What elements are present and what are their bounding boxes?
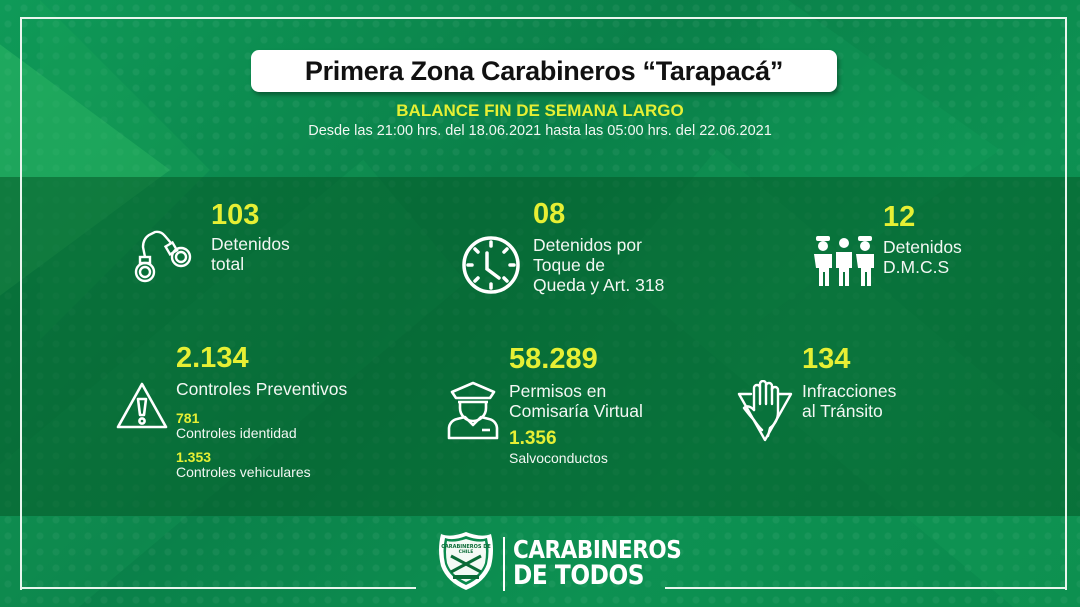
stat-label: Permisos en — [509, 381, 607, 401]
stat-label: Toque de — [533, 255, 606, 276]
sub-stat-value: 1.353 — [176, 449, 212, 466]
stat-dmcs: 12 Detenidos D.M.C.S — [883, 201, 962, 278]
stat-label: Detenidos por — [533, 235, 642, 255]
stat-controles-preventivos: 2.134 Controles Preventivos 781 Controle… — [176, 342, 348, 481]
stat-label: Controles Preventivos — [176, 379, 348, 399]
frame-line — [20, 587, 416, 589]
page-title: Primera Zona Carabineros “Tarapacá” — [304, 55, 784, 86]
stat-infracciones: 134 Infracciones al Tránsito — [802, 343, 897, 422]
stats-band — [0, 177, 1080, 516]
stat-label: al Tránsito — [802, 401, 883, 422]
logo-wordmark: CARABINEROS DE TODOS — [513, 535, 709, 591]
sub-stat-value: 1.356 — [509, 428, 557, 450]
stat-label: Queda y Art. 318 — [533, 275, 665, 296]
stop-hand-icon — [736, 380, 794, 442]
frame-line — [1065, 17, 1067, 590]
stat-label: total — [211, 254, 245, 275]
frame-line — [20, 17, 22, 590]
police-officer-icon — [446, 380, 500, 440]
frame-line — [20, 17, 1067, 19]
logo-divider — [503, 536, 505, 591]
title-banner: Primera Zona Carabineros “Tarapacá” — [251, 50, 837, 92]
stat-value: 58.289 — [509, 343, 598, 375]
clock-icon — [460, 234, 522, 296]
frame-line — [665, 587, 1067, 589]
stat-value: 12 — [883, 201, 916, 233]
police-escort-icon — [812, 234, 876, 288]
sub-stat-label: Controles identidad — [176, 425, 297, 442]
handcuffs-icon — [131, 227, 197, 283]
sub-stat-value: 781 — [176, 410, 200, 427]
carabineros-logo: CARABINEROS DE CHILE CARABINEROS DE TODO… — [437, 530, 709, 597]
stat-toque-queda: 08 Detenidos por Toque de Queda y Art. 3… — [533, 198, 665, 296]
stat-label: Comisaría Virtual — [509, 401, 643, 422]
stat-value: 08 — [533, 198, 566, 230]
sub-stat-label: Controles vehiculares — [176, 464, 311, 481]
stat-label: Detenidos — [883, 237, 962, 257]
date-range: Desde las 21:00 hrs. del 18.06.2021 hast… — [308, 123, 772, 139]
logo-line-2: DE TODOS — [513, 559, 645, 591]
report-subtitle: BALANCE FIN DE SEMANA LARGO — [396, 101, 684, 120]
stat-value: 134 — [802, 343, 851, 375]
svg-text:CARABINEROS DE: CARABINEROS DE — [441, 544, 491, 550]
stat-value: 103 — [211, 199, 260, 231]
stat-value: 2.134 — [176, 342, 249, 374]
logo-line-1: CARABINEROS — [513, 535, 682, 565]
warning-icon — [115, 381, 169, 431]
sub-stat-label: Salvoconductos — [509, 450, 608, 467]
stat-label: Infracciones — [802, 381, 897, 401]
stat-label: Detenidos — [211, 234, 290, 254]
svg-text:CHILE: CHILE — [459, 549, 474, 555]
stat-label: D.M.C.S — [883, 257, 950, 278]
carabineros-badge-icon: CARABINEROS DE CHILE — [437, 530, 495, 597]
stat-detenidos-total: 103 Detenidos total — [211, 199, 290, 275]
stat-comisaria-virtual: 58.289 Permisos en Comisaría Virtual 1.3… — [509, 343, 643, 467]
